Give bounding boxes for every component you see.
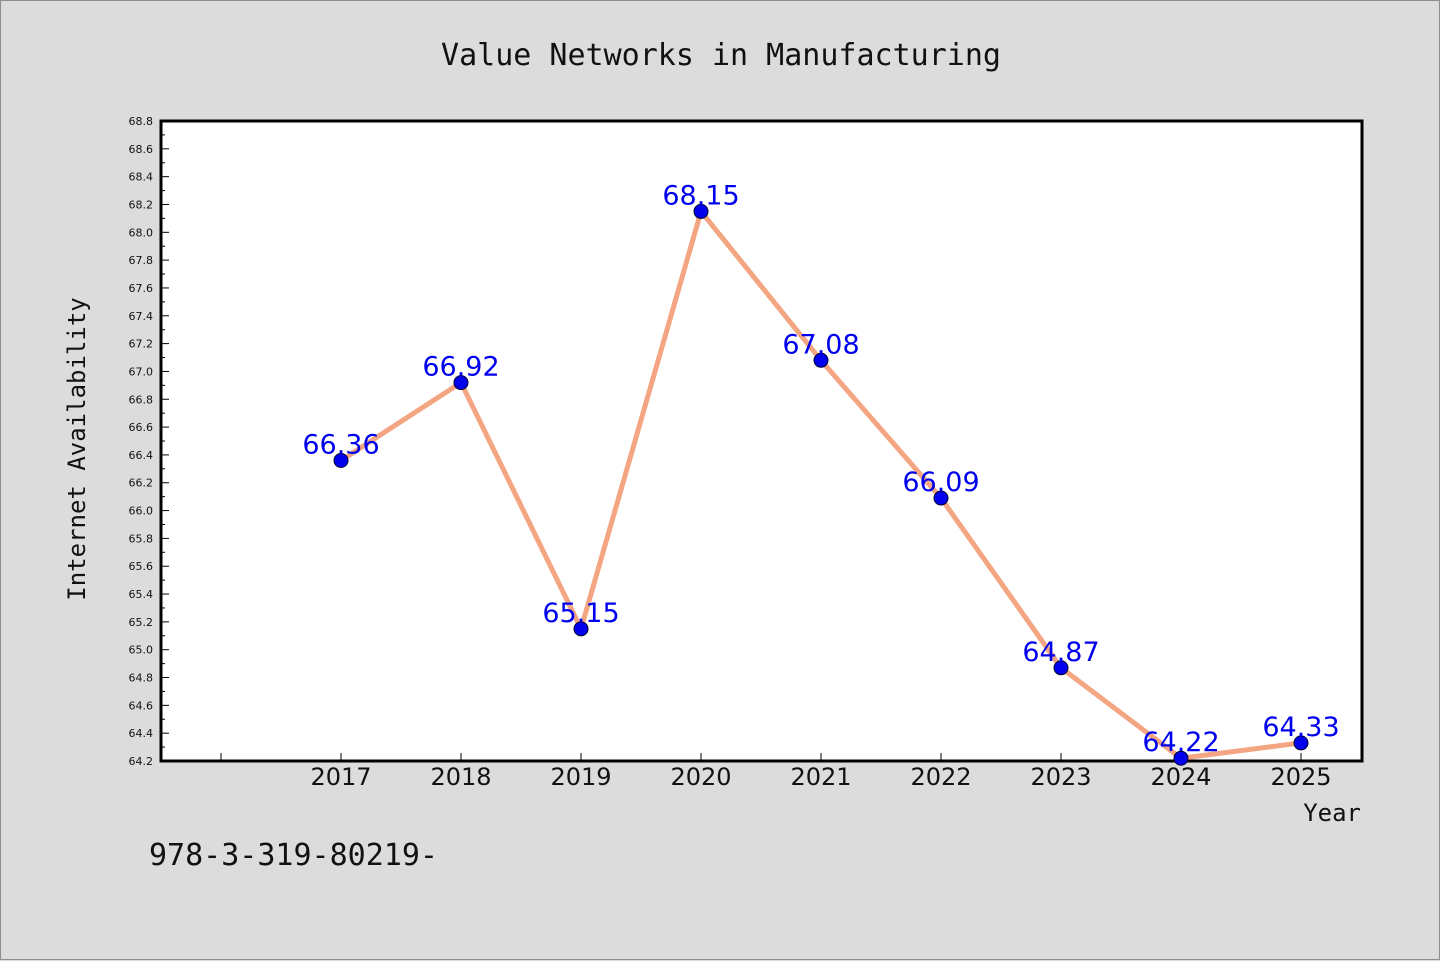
y-tick-label: 65.4 [129, 588, 154, 601]
data-label: 64.33 [1262, 712, 1339, 743]
data-labels: 66.36 66.92 65.15 68.15 67.08 66.09 64.87 64.22… [302, 180, 1339, 758]
y-tick-label: 65.2 [129, 616, 154, 629]
y-tick-label: 65.0 [129, 644, 154, 657]
y-tick-label: 68.6 [129, 143, 154, 156]
data-point [573, 621, 589, 637]
y-tick-label: 68.8 [129, 115, 154, 128]
data-label: 68.15 [662, 180, 739, 211]
y-axis: 64.2 64.4 64.6 64.8 65.0 65.2 65.4 65.6 65.8 66.0… [129, 115, 169, 768]
x-tick-label: 2020 [670, 763, 731, 791]
data-point [933, 490, 949, 506]
y-tick-label: 67.2 [129, 338, 154, 351]
y-tick-label: 66.6 [129, 421, 154, 434]
x-tick-label: 2025 [1270, 763, 1331, 791]
y-tick-label: 65.6 [129, 560, 154, 573]
x-tick-label: 2017 [310, 763, 371, 791]
annotation-text: 978-3-319-80219- [149, 838, 438, 873]
data-point [1173, 750, 1189, 766]
data-label: 67.08 [782, 329, 859, 360]
chart-title: Value Networks in Manufacturing [441, 38, 1001, 73]
y-tick-label: 67.8 [129, 254, 154, 267]
y-tick-label: 65.8 [129, 532, 154, 545]
x-tick-label: 2024 [1150, 763, 1211, 791]
plot-area [159, 119, 1364, 763]
y-axis-label: Internet Availability [63, 297, 91, 600]
data-label: 66.36 [302, 429, 379, 460]
x-tick-label: 2019 [550, 763, 611, 791]
data-label: 66.09 [902, 467, 979, 498]
data-label: 64.87 [1022, 637, 1099, 668]
data-point [1053, 660, 1069, 676]
y-tick-label: 64.4 [129, 727, 154, 740]
x-axis-label: Year [1303, 799, 1361, 827]
y-tick-label: 67.6 [129, 282, 154, 295]
y-tick-label: 68.2 [129, 198, 154, 211]
data-label: 64.22 [1142, 727, 1219, 758]
x-tick-label: 2021 [790, 763, 851, 791]
data-point [453, 375, 469, 391]
series-markers [333, 203, 1309, 766]
x-tick-label: 2022 [910, 763, 971, 791]
y-tick-label: 64.2 [129, 755, 154, 768]
data-point [1293, 735, 1309, 751]
data-point [693, 203, 709, 219]
y-tick-label: 64.6 [129, 699, 154, 712]
y-tick-label: 66.2 [129, 477, 154, 490]
y-tick-label: 67.0 [129, 365, 154, 378]
y-tick-label: 66.0 [129, 505, 154, 518]
x-tick-label: 2023 [1030, 763, 1091, 791]
data-label: 65.15 [542, 598, 619, 629]
data-label: 66.92 [422, 352, 499, 383]
y-tick-label: 68.4 [129, 171, 154, 184]
y-tick-label: 64.8 [129, 672, 154, 685]
y-tick-label: 66.4 [129, 449, 154, 462]
data-point [813, 352, 829, 368]
y-tick-label: 68.0 [129, 226, 154, 239]
data-point [333, 452, 349, 468]
y-tick-label: 66.8 [129, 393, 154, 406]
x-axis: 2017 2018 2019 2020 2021 2022 2023 2024 2025 [220, 753, 1332, 791]
y-tick-label: 67.4 [129, 310, 154, 323]
x-tick-label: 2018 [430, 763, 491, 791]
